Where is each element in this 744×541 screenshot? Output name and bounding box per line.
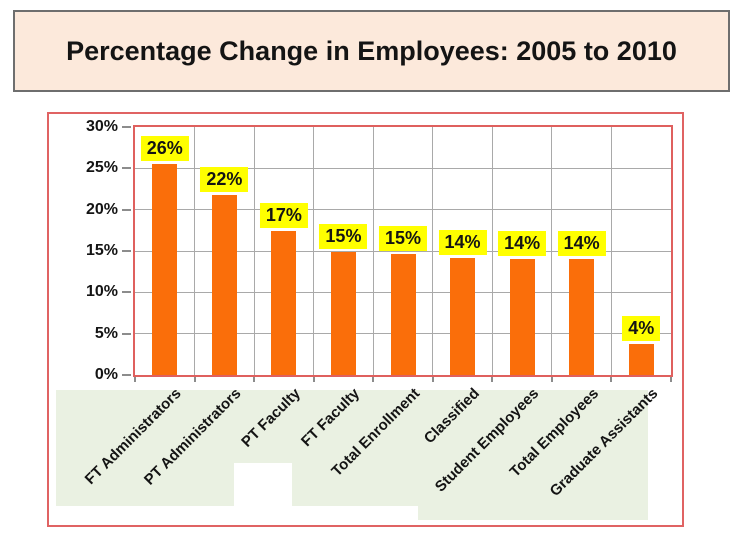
- gridline-vertical: [194, 127, 196, 375]
- plot-area: [133, 125, 673, 377]
- bar-value-label: 4%: [622, 315, 661, 341]
- bar: [211, 194, 237, 375]
- category-band-gap: [234, 463, 292, 506]
- bar-value-label: 15%: [378, 226, 428, 252]
- bar: [271, 231, 297, 375]
- x-axis-tick-mark: [312, 377, 315, 382]
- bar-value-label: 14%: [557, 231, 606, 257]
- category-label-band: [56, 390, 648, 506]
- x-axis-tick-mark: [431, 377, 434, 382]
- y-axis-tick-mark: [122, 126, 131, 128]
- x-axis-tick-mark: [134, 377, 136, 382]
- bar-value-label: 26%: [140, 136, 189, 162]
- y-axis-tick-mark: [122, 291, 131, 294]
- y-axis-tick-mark: [122, 208, 131, 211]
- gridline-vertical: [610, 127, 612, 375]
- y-axis-tick-label: 25%: [85, 159, 118, 177]
- bar: [450, 257, 476, 375]
- x-axis-tick-mark: [610, 377, 613, 382]
- gridline-horizontal: [135, 167, 671, 169]
- title-banner: Percentage Change in Employees: 2005 to …: [13, 10, 730, 92]
- x-axis-tick-mark: [253, 377, 256, 382]
- bar-value-label: 14%: [438, 229, 487, 255]
- y-axis-tick-label: 30%: [85, 118, 118, 135]
- gridline-vertical: [253, 127, 255, 375]
- chart-title: Percentage Change in Employees: 2005 to …: [66, 35, 677, 66]
- y-axis-tick-label: 10%: [85, 283, 118, 301]
- bar-value-label: 15%: [319, 223, 368, 249]
- bar: [628, 343, 654, 375]
- gridline-vertical: [551, 127, 553, 375]
- bar: [390, 254, 416, 375]
- y-axis-tick-mark: [122, 250, 131, 252]
- x-axis-tick-mark: [491, 377, 494, 382]
- x-axis-tick-mark: [372, 377, 375, 382]
- gridline-vertical: [372, 127, 374, 375]
- y-axis-tick-label: 20%: [85, 200, 118, 218]
- x-axis-tick-mark: [550, 377, 553, 382]
- gridline-horizontal: [135, 209, 671, 211]
- y-axis-tick-label: 5%: [94, 324, 118, 342]
- y-axis-tick-label: 0%: [94, 366, 118, 383]
- gridline-vertical: [491, 127, 493, 375]
- y-axis-tick-mark: [122, 374, 131, 376]
- bar: [509, 259, 535, 375]
- x-axis-tick-mark: [193, 377, 196, 382]
- category-label-band-extension: [418, 506, 648, 520]
- y-axis-tick-mark: [122, 167, 131, 170]
- bar-value-label: 14%: [498, 231, 547, 257]
- gridline-vertical: [432, 127, 434, 375]
- x-axis-tick-mark: [670, 377, 672, 382]
- y-axis-tick-mark: [122, 332, 131, 335]
- bar: [152, 164, 178, 375]
- bar-value-label: 17%: [259, 203, 308, 229]
- bar-value-label: 22%: [200, 166, 249, 192]
- gridline-vertical: [313, 127, 315, 375]
- bar: [330, 251, 356, 375]
- y-axis-tick-label: 15%: [85, 242, 118, 259]
- bar: [569, 259, 595, 375]
